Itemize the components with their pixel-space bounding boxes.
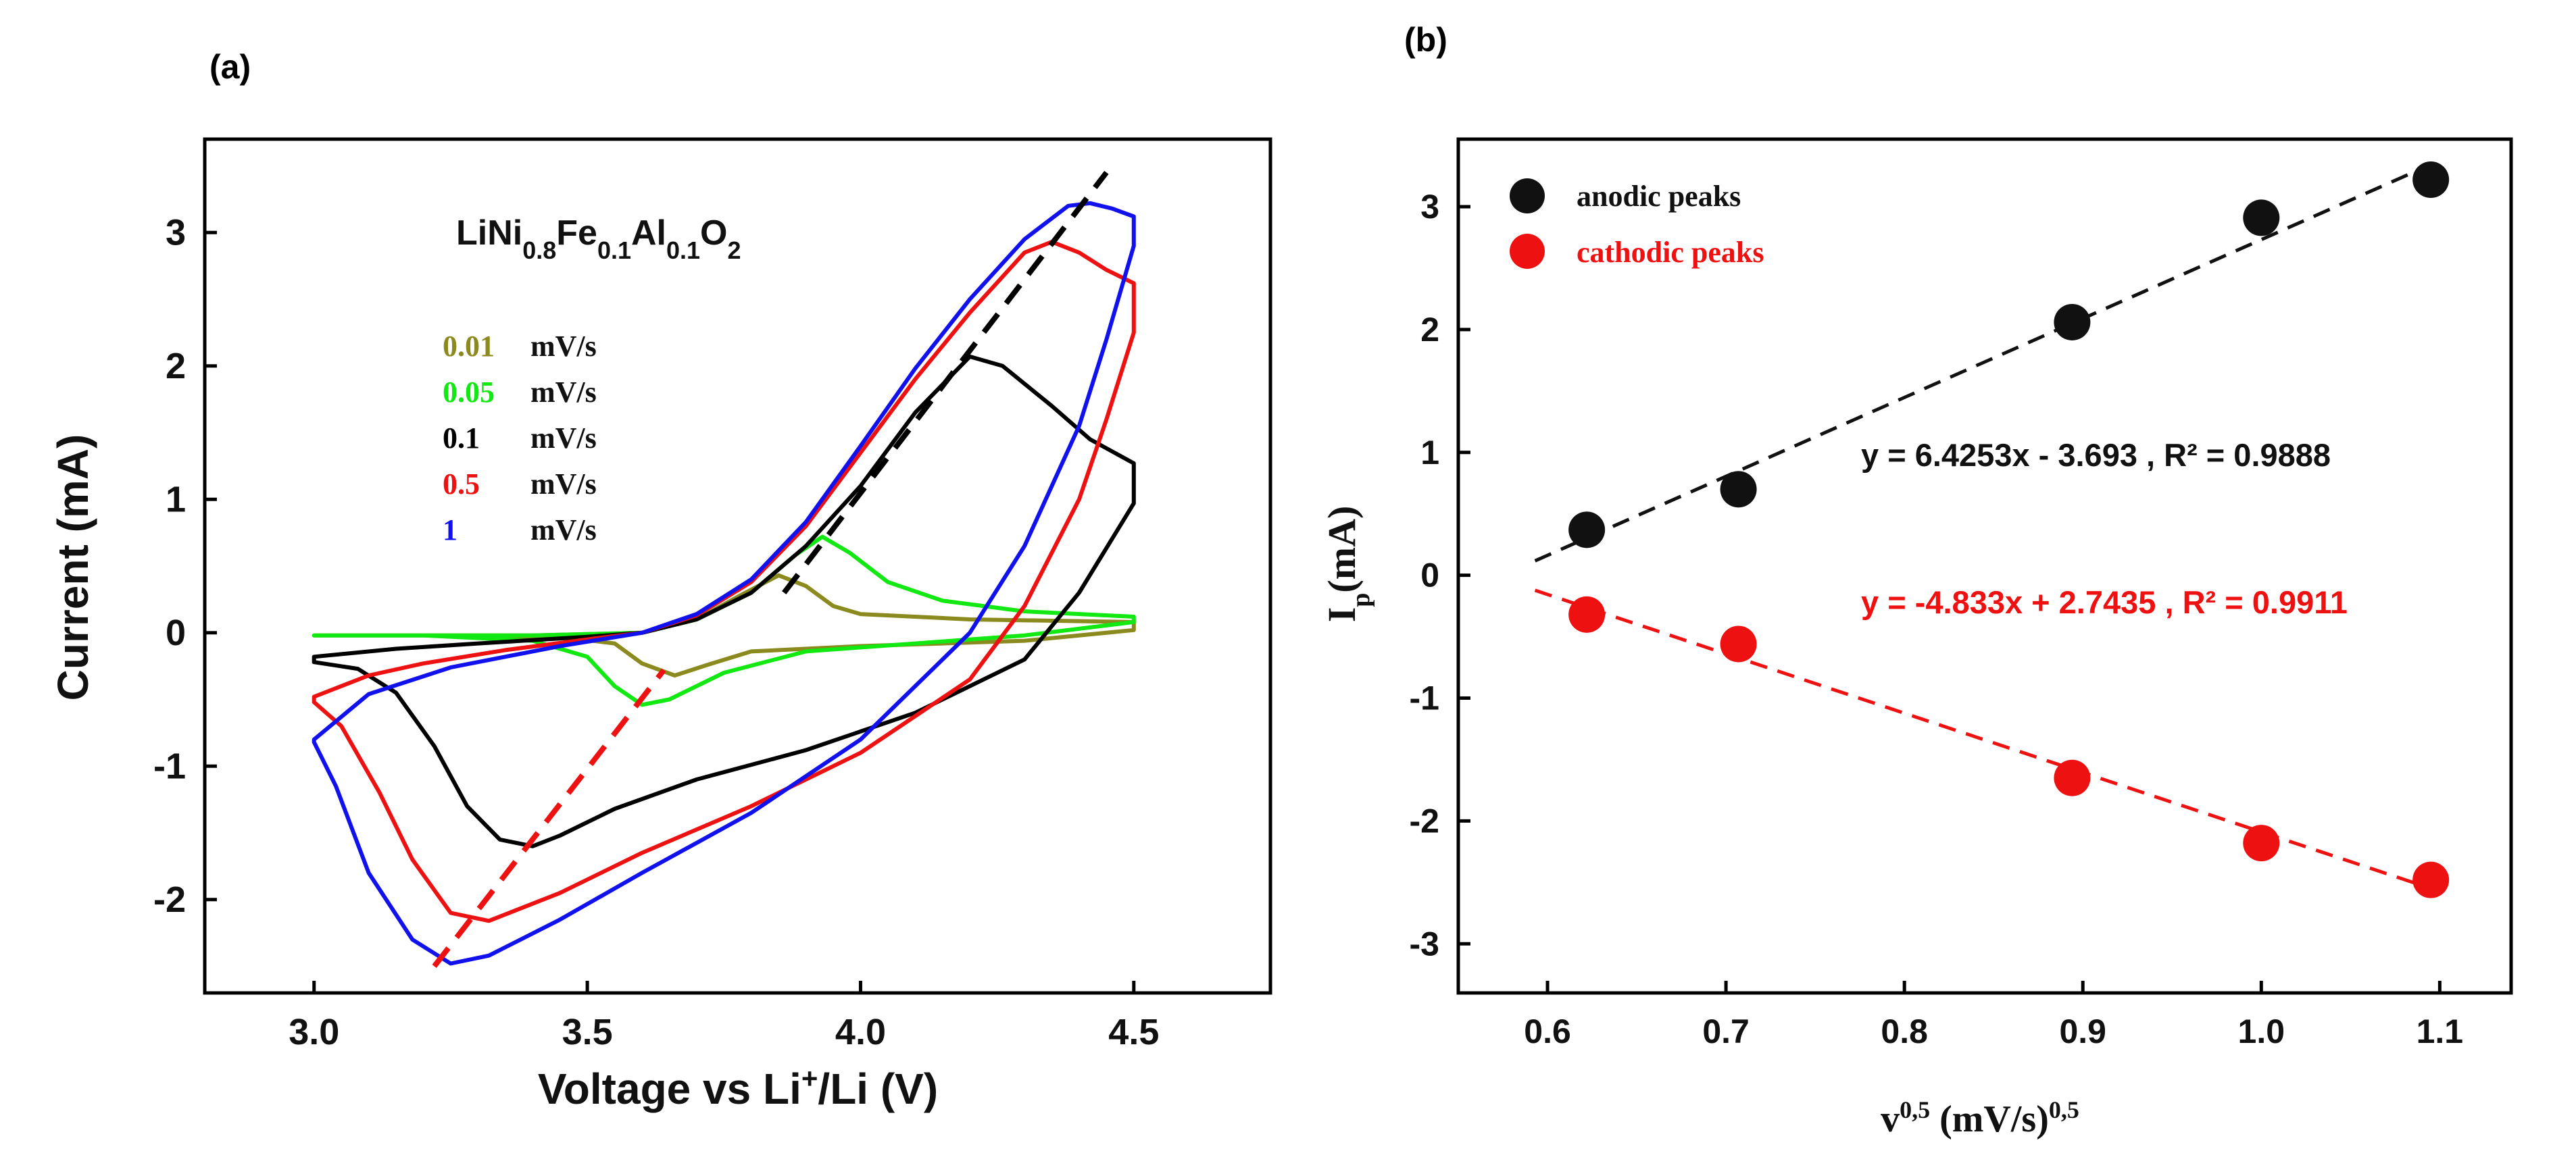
- legend-unit: mV/s: [530, 421, 597, 455]
- cathodic-peak-point: [1568, 596, 1606, 633]
- cathodic-peak-point: [1720, 625, 1757, 663]
- panel-b-y-tick-label: 2: [1420, 311, 1439, 349]
- panel-b-y-tick-label: -1: [1410, 680, 1439, 717]
- panel-b-points: [1568, 161, 2450, 898]
- xlabel-part: v: [1881, 1098, 1900, 1140]
- panel-a-x-tick-label: 3.0: [289, 1012, 339, 1052]
- xlabel-superscript: 0,5: [2049, 1096, 2079, 1123]
- panel-b-y-tick-label: -3: [1410, 925, 1439, 963]
- panel-a-x-tick-label: 4.5: [1108, 1012, 1159, 1052]
- ylabel-part: I: [1320, 607, 1364, 623]
- panel-a-guide-lines: [432, 170, 1109, 968]
- panel-b-label: (b): [1404, 21, 1447, 59]
- panel-b-ylabel: Ip(mA): [1320, 506, 1375, 623]
- xlabel-part: /Li (V): [818, 1065, 938, 1113]
- anodic-fit-equation: y = 6.4253x - 3.693 , R² = 0.9888: [1861, 437, 2331, 473]
- panel-a-curves: [312, 201, 1136, 966]
- legend-marker-anodic: [1510, 178, 1545, 213]
- panel-a-y-tick-label: 3: [166, 212, 186, 253]
- panel-b-y-tick-label: 0: [1420, 557, 1439, 594]
- title-part: Al: [631, 213, 666, 253]
- panel-b-y-tick-label: -2: [1410, 802, 1439, 840]
- anodic-peak-point: [2243, 199, 2280, 236]
- panel-a-frame: [203, 137, 1272, 995]
- anodic-peak-point: [2412, 161, 2450, 199]
- cv-curve-1-mV-s: [312, 201, 1136, 966]
- panel-b-x-tick-label: 1.0: [2238, 1013, 2285, 1050]
- title-subscript: 0.8: [522, 236, 556, 264]
- anodic-peak-point: [1568, 511, 1606, 548]
- cathodic-fit-equation: y = -4.833x + 2.7435 , R² = 0.9911: [1861, 584, 2348, 620]
- anodic-peak-point: [2054, 303, 2091, 340]
- legend-unit: mV/s: [530, 330, 597, 363]
- panel-a-y-tick-label: 1: [166, 479, 186, 519]
- legend-rate: 0.01: [443, 330, 495, 363]
- panel-b-x-tick-label: 0.6: [1524, 1013, 1571, 1050]
- legend-rate: 0.1: [443, 421, 480, 455]
- panel-b-legend: anodic peaks cathodic peaks: [1510, 178, 1764, 269]
- legend-unit: mV/s: [530, 376, 597, 409]
- panel-b-fit-lines: [1534, 163, 2432, 890]
- xlabel-superscript: 0,5: [1900, 1096, 1930, 1123]
- legend-unit: mV/s: [530, 513, 597, 546]
- panel-a-x-tick-label: 4.0: [835, 1012, 886, 1052]
- legend-rate: 1: [443, 513, 457, 546]
- ylabel-subscript: p: [1347, 593, 1375, 607]
- legend-unit: mV/s: [530, 467, 597, 501]
- cathodic-peak-point: [2412, 861, 2450, 898]
- title-part: O: [700, 213, 727, 253]
- anodic-peak-point: [1720, 471, 1757, 508]
- panel-a-y-tick-label: 0: [166, 613, 186, 653]
- cathodic-peak-point: [2243, 825, 2280, 862]
- title-part: LiNi: [456, 213, 522, 253]
- cathodic-fit-line: [1534, 588, 2431, 890]
- panel-a-label: (a): [209, 48, 251, 86]
- panel-a-y-tick-label: 2: [166, 346, 186, 386]
- panel-a-title: LiNi0.8Fe0.1Al0.1O2: [456, 213, 741, 264]
- cv-curve-0.5-mV-s: [312, 240, 1136, 923]
- legend-rate: 0.5: [443, 467, 480, 501]
- cv-curve-0.1-mV-s: [312, 354, 1136, 848]
- ylabel-part: (mA): [1320, 506, 1364, 593]
- legend-rate: 0.05: [443, 376, 495, 409]
- panel-b-ticks: 0.6 0.7 0.8 0.9 1.0 1.1 -3 -2 -1 0 1 2 3: [1410, 188, 2464, 1050]
- panel-a-legend: 0.01 mV/s 0.05 mV/s 0.1 mV/s 0.5 mV/s 1 …: [443, 330, 597, 546]
- panel-a-xlabel: Voltage vs Li+/Li (V): [538, 1063, 938, 1114]
- legend-label-anodic: anodic peaks: [1577, 180, 1741, 213]
- xlabel-superscript: +: [801, 1063, 818, 1094]
- xlabel-part: Voltage vs Li: [538, 1065, 801, 1113]
- cathodic-peak-point: [2054, 759, 2091, 796]
- title-subscript: 0.1: [666, 236, 700, 264]
- panel-b-x-tick-label: 1.1: [2417, 1013, 2464, 1050]
- panel-b-y-tick-label: 3: [1420, 188, 1439, 226]
- panel-a-ylabel: Current (mA): [49, 434, 97, 701]
- panel-b-frame: [1456, 137, 2513, 995]
- panel-b-xlabel: v0,5 (mV/s)0,5: [1881, 1096, 2079, 1140]
- panel-a-y-tick-label: -2: [153, 879, 186, 920]
- panel-b-x-tick-label: 0.9: [2059, 1013, 2106, 1050]
- peak-guide-line: [782, 170, 1109, 594]
- panel-b-x-tick-label: 0.8: [1881, 1013, 1928, 1050]
- legend-marker-cathodic: [1510, 234, 1545, 269]
- title-subscript: 0.1: [597, 236, 631, 264]
- panel-b-x-tick-label: 0.7: [1702, 1013, 1750, 1050]
- legend-label-cathodic: cathodic peaks: [1577, 236, 1764, 269]
- panel-a-ticks: 3.0 3.5 4.0 4.5 -2 -1 0 1 2 3: [153, 212, 1159, 1052]
- panel-b-y-tick-label: 1: [1420, 434, 1439, 471]
- xlabel-part: (mV/s): [1930, 1098, 2049, 1140]
- panel-a-x-tick-label: 3.5: [562, 1012, 613, 1052]
- panel-b-scatter-plot: 0.6 0.7 0.8 0.9 1.0 1.1 -3 -2 -1 0 1 2 3 anodic peak…: [1320, 137, 2513, 1140]
- panel-a-y-tick-label: -1: [153, 746, 186, 786]
- title-subscript: 2: [728, 236, 741, 264]
- title-part: Fe: [556, 213, 597, 253]
- anodic-fit-line: [1534, 163, 2432, 563]
- peak-guide-line: [432, 668, 666, 968]
